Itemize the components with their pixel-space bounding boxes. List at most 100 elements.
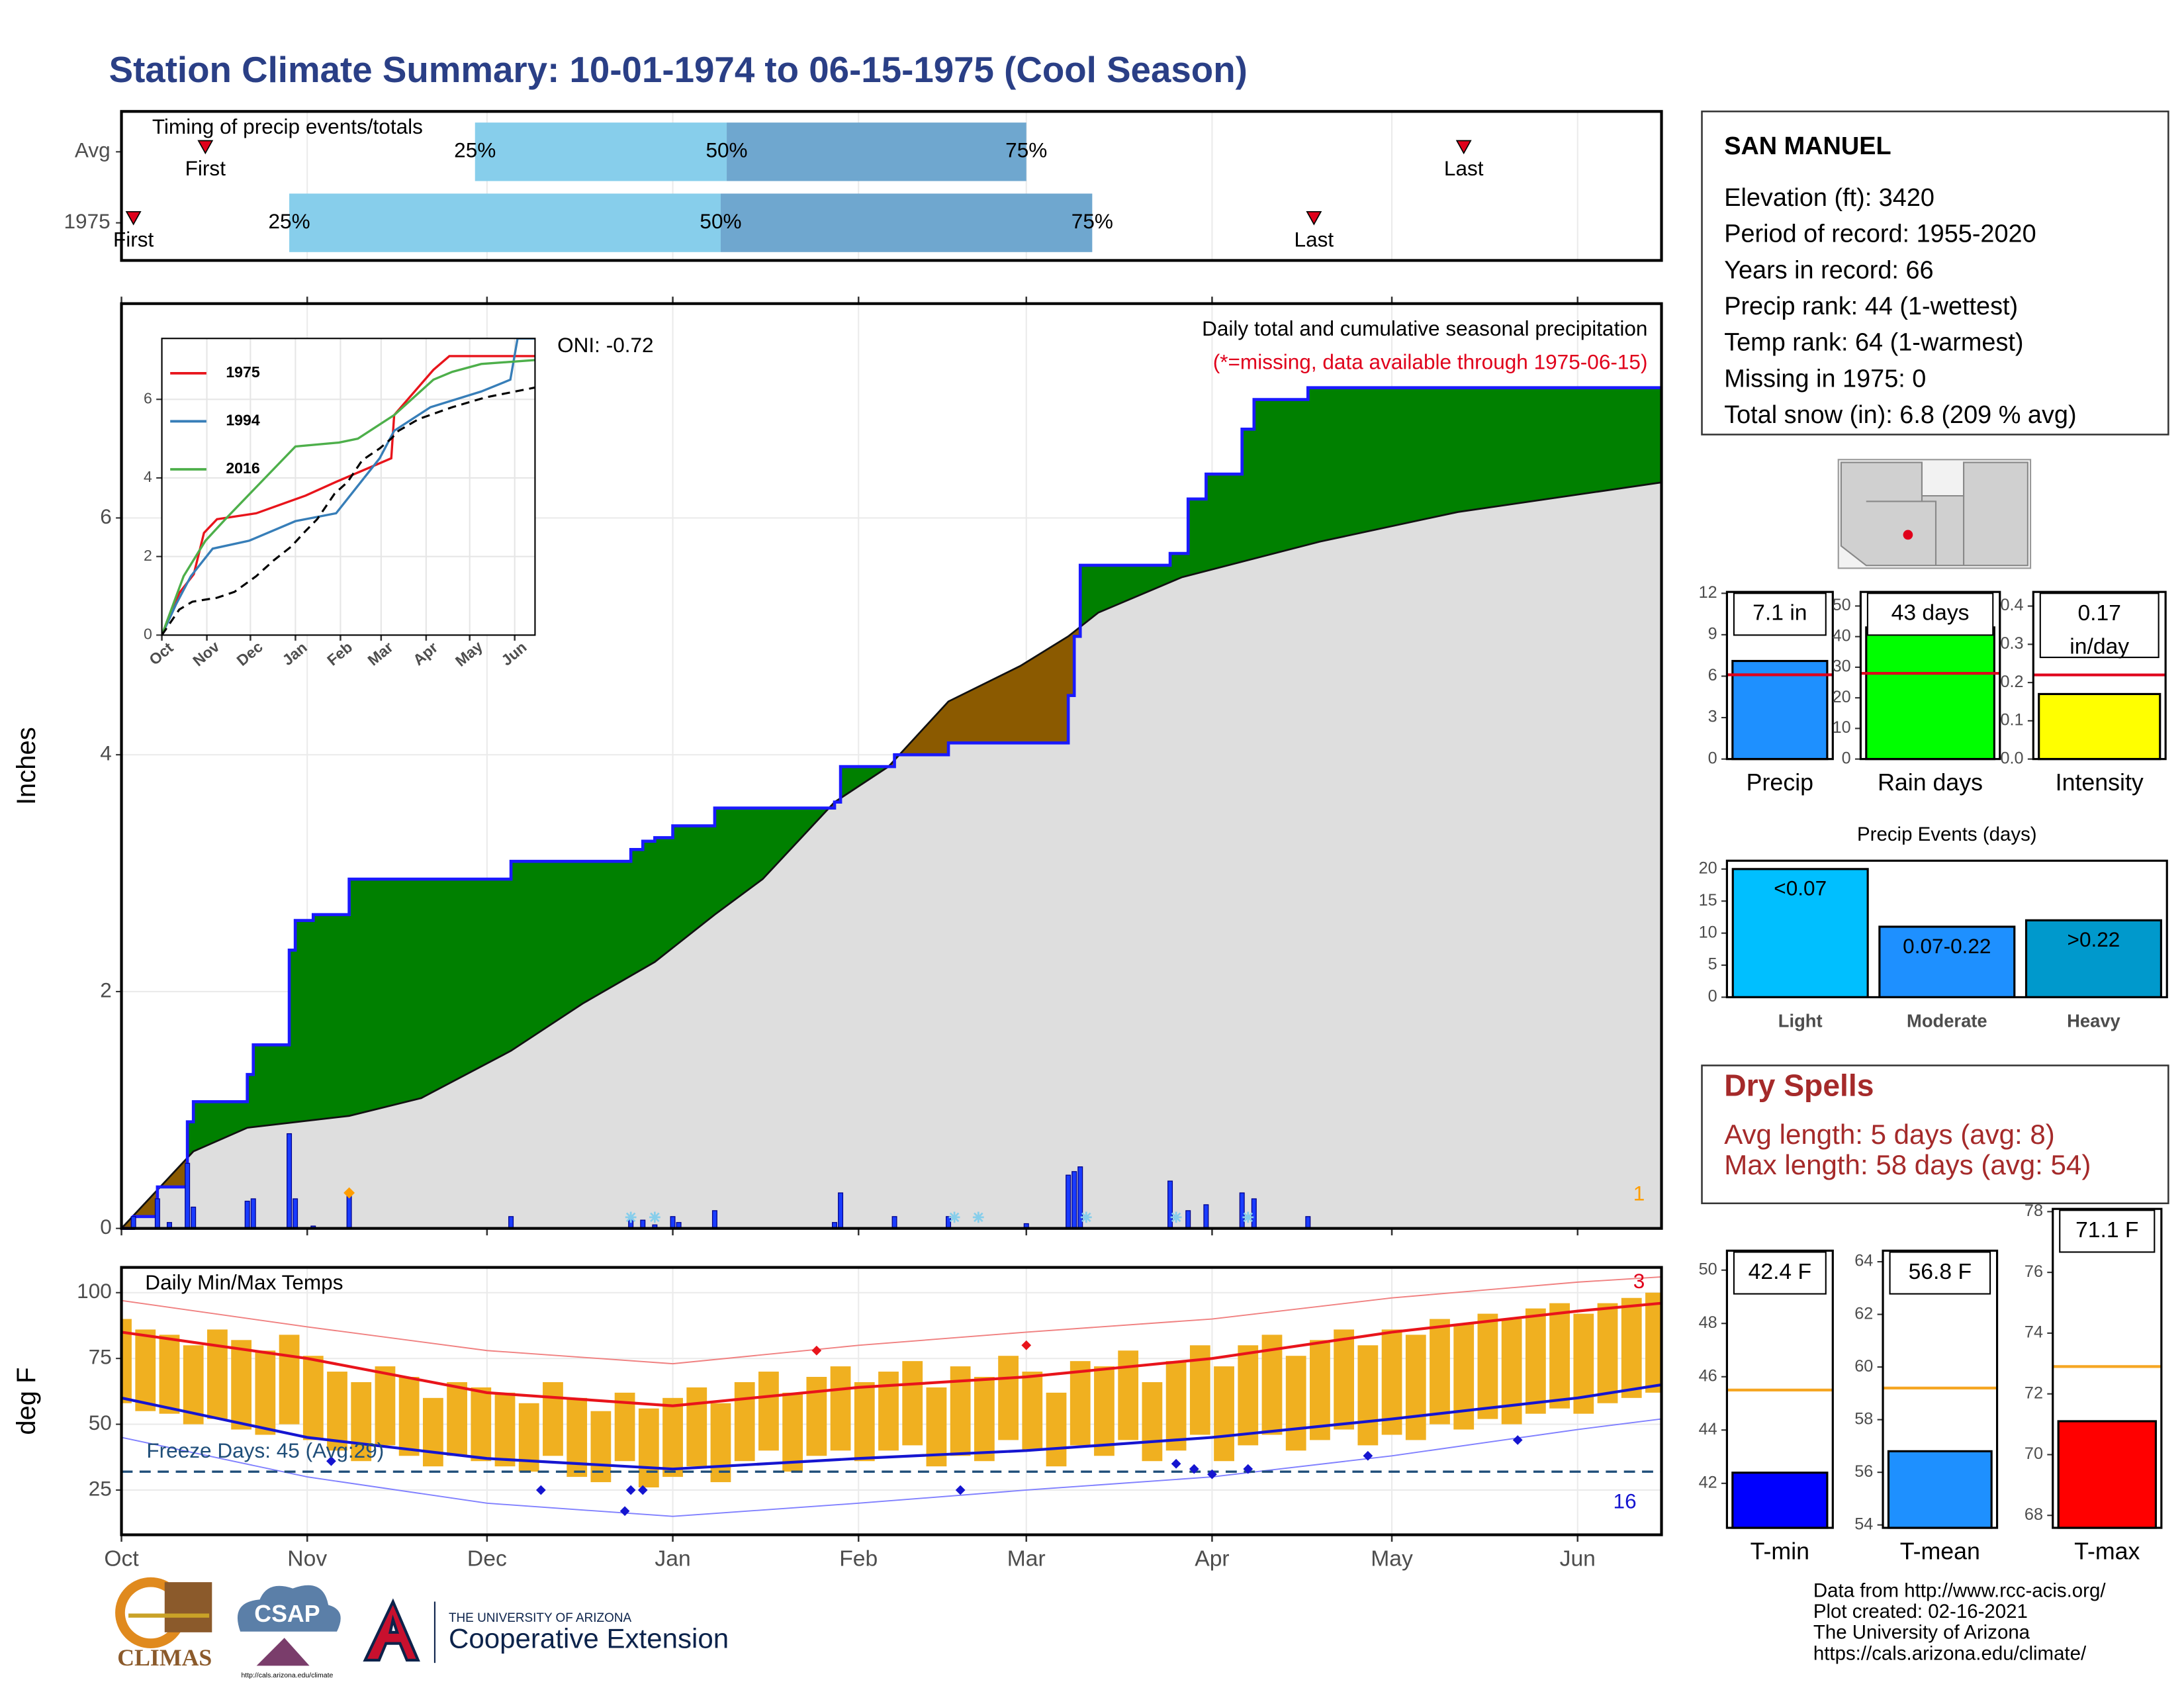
- plot-frame: [1882, 1249, 1999, 1529]
- y-tick-label: 58: [1854, 1409, 1873, 1428]
- temp-range-bar: [207, 1329, 228, 1419]
- temp-range-bar: [758, 1372, 779, 1451]
- value-label: 56.8 F: [1909, 1260, 1972, 1284]
- temp-range-bar: [279, 1335, 300, 1425]
- late-bar: [720, 193, 1093, 252]
- y-tick-label: 60: [1854, 1357, 1873, 1376]
- event-label: First: [113, 227, 154, 251]
- plot-frame: [120, 302, 1663, 1230]
- daily-bar: [1239, 1192, 1245, 1229]
- early-bar: [289, 193, 721, 252]
- daily-bar: [154, 1198, 160, 1229]
- bar: [2025, 919, 2162, 999]
- y-tick-label: 50: [1699, 1260, 1717, 1278]
- y-tick-label: 6: [144, 389, 152, 406]
- y-tick-label: 50: [1833, 596, 1851, 614]
- temp-range-bar: [806, 1377, 827, 1456]
- event-marker: [1306, 211, 1322, 226]
- category-label: Light: [1778, 1011, 1823, 1031]
- value-label-line: in/day: [2070, 634, 2129, 659]
- ua-logo: THE UNIVERSITY OF ARIZONA Cooperative Ex…: [363, 1598, 729, 1664]
- missing-marker: [948, 1211, 960, 1223]
- event-marker: [125, 211, 142, 226]
- info-line: Years in record: 66: [1724, 256, 1933, 284]
- y-tick-label: 42: [1699, 1473, 1717, 1491]
- y-tick-label: 76: [2025, 1262, 2043, 1281]
- info-line: Temp rank: 64 (1-warmest): [1724, 329, 2023, 357]
- y-tick-label: 0.2: [2000, 673, 2023, 691]
- temp-range-bar: [998, 1356, 1019, 1440]
- temp-range-bar: [1597, 1303, 1618, 1403]
- temp-range-bar: [902, 1361, 923, 1446]
- y-tick-label: 100: [77, 1279, 112, 1303]
- logo-text: Cooperative Extension: [449, 1623, 729, 1654]
- average-line: [120, 481, 1662, 1229]
- info-box: [1701, 111, 2169, 436]
- event-label: Last: [1295, 227, 1334, 251]
- logo-text: THE UNIVERSITY OF ARIZONA: [449, 1611, 632, 1625]
- page-title: Station Climate Summary: 10-01-1974 to 0…: [109, 49, 1248, 90]
- value-label-box: [2039, 592, 2160, 659]
- missing-marker: [972, 1211, 984, 1223]
- y-tick-label: 0.1: [2000, 711, 2023, 729]
- record-marker: [625, 1485, 636, 1495]
- normal-max-line: [121, 1301, 1662, 1407]
- temp-range-bar: [1142, 1382, 1163, 1462]
- plot-frame: [2052, 1207, 2163, 1529]
- precip-subtitle: (*=missing, data available through 1975-…: [1213, 350, 1648, 373]
- record-marker: [1171, 1458, 1181, 1469]
- dry-spells-title: Dry Spells: [1724, 1068, 1874, 1102]
- plot-frame: [120, 1266, 1663, 1536]
- dry-spells-line: Avg length: 5 days (avg: 8): [1724, 1119, 2055, 1150]
- value-label: 7.1 in: [1752, 601, 1807, 626]
- temp-range-bar: [494, 1392, 516, 1467]
- y-tick-label: 20: [1833, 688, 1851, 706]
- x-tick-label: Jan: [655, 1546, 690, 1571]
- daily-bar: [244, 1200, 250, 1229]
- temp-range-bar: [1094, 1366, 1115, 1456]
- y-tick-label: 1975: [64, 209, 111, 233]
- x-tick-label: Nov: [287, 1546, 327, 1571]
- record-low-count: 16: [1614, 1489, 1637, 1513]
- y-tick-label: 75: [89, 1345, 112, 1369]
- series-line: [161, 359, 535, 635]
- daily-bar: [1185, 1210, 1191, 1229]
- temp-range-bar: [422, 1397, 443, 1467]
- y-tick-label: 25: [89, 1476, 112, 1500]
- bar: [1878, 925, 2016, 999]
- csap-logo: CSAP http://cals.arizona.edu/climate: [236, 1583, 342, 1679]
- temp-range-bar: [1310, 1340, 1330, 1440]
- y-tick-label: 2: [144, 547, 152, 564]
- category-label: T-max: [2074, 1538, 2140, 1564]
- daily-bar: [711, 1210, 717, 1229]
- quantile-label: 75%: [1005, 138, 1047, 162]
- record-marker: [637, 1485, 648, 1495]
- y-tick-label: 15: [1699, 891, 1717, 910]
- y-tick-label: 68: [2025, 1505, 2043, 1524]
- value-label: 71.1 F: [2075, 1218, 2138, 1243]
- category-label: T-min: [1751, 1538, 1809, 1564]
- inset-bg: [161, 338, 535, 635]
- bar: [1865, 626, 1995, 761]
- value-label-box: [2059, 1209, 2156, 1253]
- y-tick-label: 0: [100, 1215, 112, 1239]
- y-tick-label: 0.4: [2000, 596, 2023, 614]
- daily-bar: [508, 1216, 514, 1229]
- daily-bar: [191, 1206, 197, 1229]
- plot-frame: [1725, 590, 1834, 761]
- record-marker: [1021, 1340, 1032, 1350]
- daily-bar: [946, 1216, 952, 1229]
- daily-bar: [287, 1133, 293, 1229]
- category-label: T-mean: [1900, 1538, 1980, 1564]
- temp-range-bar: [375, 1366, 396, 1446]
- temp-range-bar: [974, 1377, 995, 1462]
- temp-range-bar: [638, 1408, 659, 1487]
- category-label: Moderate: [1907, 1011, 1987, 1031]
- logo-text: CLIMAS: [117, 1644, 212, 1671]
- temp-marks: [121, 1276, 1662, 1517]
- temp-range-bar: [159, 1335, 180, 1414]
- y-tick-label: 2: [100, 978, 112, 1002]
- daily-bar: [838, 1192, 844, 1229]
- quantile-label: 50%: [700, 209, 741, 233]
- record-marker: [535, 1485, 546, 1495]
